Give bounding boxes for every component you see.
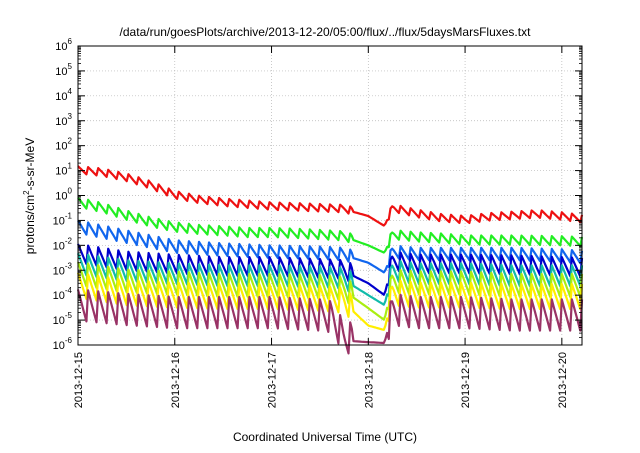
y-tick-label-base: 10	[53, 315, 65, 327]
y-tick-label-exponent: -5	[65, 311, 73, 320]
y-axis-label-suffix: -s-sr-MeV	[23, 138, 37, 191]
y-tick-label: 10-6	[53, 336, 73, 352]
y-tick-label: 10-1	[53, 211, 73, 227]
series-line-1	[77, 165, 584, 227]
x-axis: 2013-12-15 2013-12-16 2013-12-17 2013-12-18…	[73, 46, 569, 408]
y-tick-label-exponent: -4	[65, 286, 73, 295]
x-tick-label: 2013-12-17	[267, 352, 279, 408]
y-tick-label: 104	[55, 87, 72, 103]
series-line-8	[76, 289, 584, 355]
y-tick-label: 105	[55, 62, 72, 78]
series-line-6	[76, 261, 584, 321]
y-tick-label-exponent: 4	[68, 87, 73, 96]
y-tick-label-base: 10	[55, 66, 67, 78]
series-line-7	[76, 272, 584, 331]
y-tick-label-base: 10	[55, 191, 67, 203]
x-tick-label: 2013-12-15	[73, 352, 85, 408]
y-axis-label-prefix: protons/cm	[23, 195, 37, 254]
y-tick-label-exponent: 0	[68, 187, 73, 196]
y-tick-label: 102	[55, 137, 72, 153]
y-tick-label-base: 10	[55, 141, 67, 153]
y-tick-label-base: 10	[55, 116, 67, 128]
y-tick-label-exponent: -3	[65, 261, 73, 270]
series-lines	[76, 165, 584, 355]
y-tick-label-exponent: -1	[65, 211, 73, 220]
y-axis: 10-610-510-410-310-210-11001011021031041…	[53, 37, 582, 352]
y-tick-label-exponent: 6	[68, 37, 73, 46]
y-tick-label-base: 10	[53, 265, 65, 277]
y-tick-label-exponent: -2	[65, 236, 73, 245]
y-tick-label-exponent: 5	[68, 62, 73, 71]
y-tick-label: 10-3	[53, 261, 73, 277]
y-axis-label: protons/cm2-s-sr-MeV	[22, 138, 37, 254]
y-tick-label-exponent: 1	[68, 162, 73, 171]
x-tick-label: 2013-12-20	[557, 352, 569, 408]
x-axis-label: Coordinated Universal Time (UTC)	[233, 430, 417, 444]
y-tick-label-base: 10	[55, 166, 67, 178]
y-tick-label: 106	[55, 37, 72, 53]
y-tick-label-exponent: 3	[68, 112, 73, 121]
y-axis-label-sup: 2	[22, 190, 31, 195]
series-line-5	[76, 253, 584, 306]
y-tick-label: 10-4	[53, 286, 73, 302]
y-tick-label-base: 10	[55, 41, 67, 53]
y-tick-label-exponent: 2	[68, 137, 73, 146]
y-tick-label-base: 10	[53, 290, 65, 302]
y-tick-label: 101	[55, 162, 72, 178]
x-tick-label: 2013-12-19	[460, 352, 472, 408]
y-tick-label-base: 10	[53, 340, 65, 352]
y-tick-label-base: 10	[55, 91, 67, 103]
x-tick-label: 2013-12-16	[170, 352, 182, 408]
y-tick-label-base: 10	[53, 240, 65, 252]
y-tick-label: 100	[55, 187, 72, 203]
y-tick-label-base: 10	[53, 215, 65, 227]
series-line-2	[77, 196, 584, 254]
x-tick-label: 2013-12-18	[363, 352, 375, 408]
y-tick-label: 103	[55, 112, 72, 128]
y-tick-label-exponent: -6	[65, 336, 73, 345]
chart-title: /data/run/goesPlots/archive/2013-12-20/0…	[120, 25, 532, 39]
y-tick-label: 10-5	[53, 311, 73, 327]
series-line-4	[76, 243, 584, 296]
series-line-3	[77, 219, 584, 274]
y-tick-label: 10-2	[53, 236, 73, 252]
